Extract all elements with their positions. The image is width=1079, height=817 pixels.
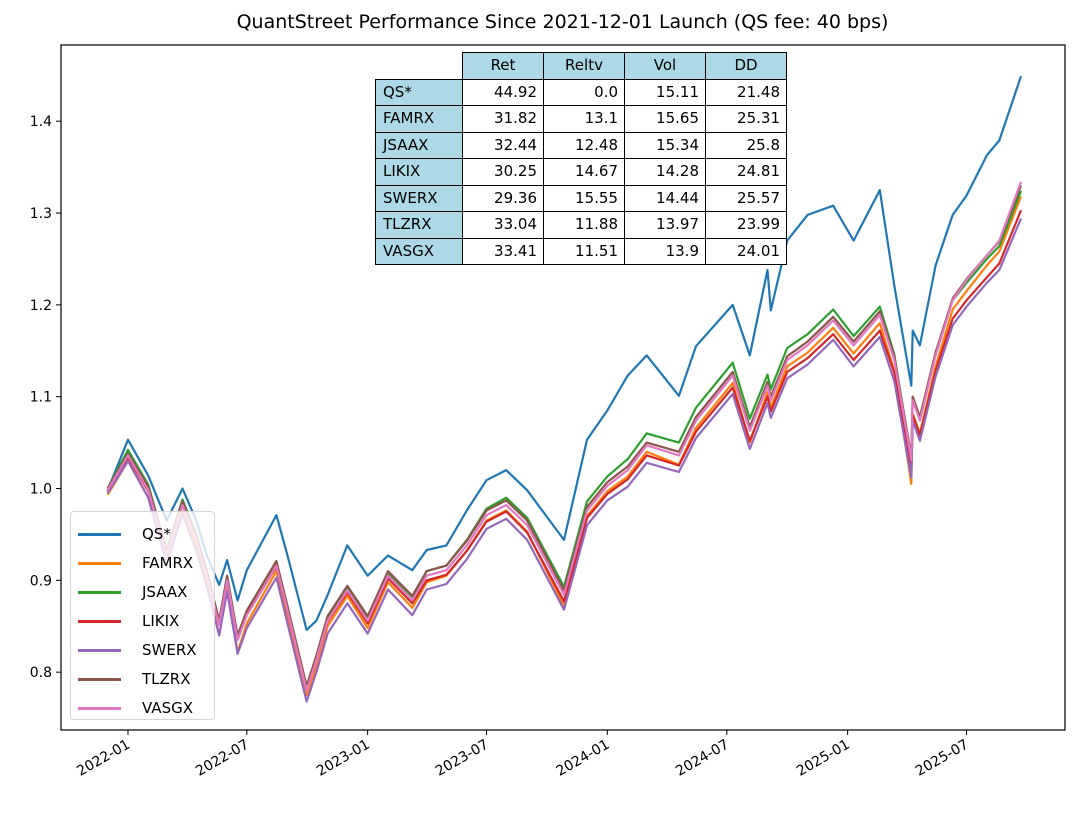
- x-tick-label: 2023-07: [433, 737, 492, 780]
- table-cell: 14.67: [543, 158, 625, 186]
- table-cell: 15.34: [624, 131, 706, 159]
- legend-label: LIKIX: [142, 612, 180, 630]
- y-tick-label: 1.2: [30, 298, 52, 314]
- y-axis: 0.8 0.9 1.0 1.1 1.2 1.3 1.4: [30, 114, 61, 681]
- column-header: Reltv: [543, 52, 625, 80]
- row-label: TLZRX: [375, 211, 463, 239]
- legend-label: FAMRX: [142, 554, 194, 572]
- table-row: VASGX 33.41 11.51 13.9 24.01: [375, 237, 787, 265]
- table-cell: 44.92: [462, 78, 544, 106]
- table-row: FAMRX 31.82 13.1 15.65 25.31: [375, 105, 787, 133]
- legend-item: VASGX: [71, 698, 193, 718]
- table-corner: [376, 53, 463, 80]
- table-cell: 14.28: [624, 158, 706, 186]
- table-cell: 14.44: [624, 184, 706, 212]
- table-cell: 15.55: [543, 184, 625, 212]
- y-tick-label: 1.0: [30, 482, 52, 498]
- table-cell: 21.48: [705, 78, 787, 106]
- row-label: SWERX: [375, 184, 463, 212]
- table-cell: 32.44: [462, 131, 544, 159]
- plot-frame: [60, 44, 1066, 731]
- table-cell: 15.11: [624, 78, 706, 106]
- legend-swatch: [78, 706, 121, 710]
- legend-item: QS*: [71, 524, 171, 544]
- legend-item: JSAAX: [71, 582, 187, 602]
- series-line-jsaax: [106, 190, 1023, 689]
- x-tick-label: 2022-07: [193, 737, 252, 780]
- table-cell: 11.88: [543, 211, 625, 239]
- table-cell: 13.1: [543, 105, 625, 133]
- legend-swatch: [78, 648, 121, 652]
- column-header: Ret: [462, 52, 544, 80]
- series-line-qs: [106, 75, 1023, 632]
- y-tick-label: 1.4: [30, 114, 52, 130]
- y-tick-label: 0.8: [30, 665, 52, 681]
- table-row: LIKIX 30.25 14.67 14.28 24.81: [375, 158, 787, 186]
- x-tick-label: 2025-07: [913, 737, 972, 780]
- y-tick-label: 1.1: [30, 390, 52, 406]
- table-cell: 24.81: [705, 158, 787, 186]
- row-label: QS*: [375, 78, 463, 106]
- row-label: LIKIX: [375, 158, 463, 186]
- table-cell: 29.36: [462, 184, 544, 212]
- table-cell: 31.82: [462, 105, 544, 133]
- legend-swatch: [78, 590, 121, 594]
- table-cell: 25.8: [705, 131, 787, 159]
- legend-item: LIKIX: [71, 611, 179, 631]
- table-cell: 24.01: [705, 237, 787, 265]
- legend-swatch: [78, 532, 121, 536]
- x-tick-label: 2024-01: [554, 737, 613, 780]
- x-tick-label: 2023-01: [314, 737, 373, 780]
- x-tick-label: 2025-01: [794, 737, 853, 780]
- table-cell: 25.57: [705, 184, 787, 212]
- series-line-vasgx: [106, 181, 1023, 692]
- table-row: QS* 44.92 0.0 15.11 21.48: [375, 78, 787, 106]
- legend-label: JSAAX: [142, 583, 188, 601]
- table-cell: 33.41: [462, 237, 544, 265]
- row-label: JSAAX: [375, 131, 463, 159]
- table-cell: 13.9: [624, 237, 706, 265]
- legend-swatch: [78, 619, 121, 623]
- legend-item: SWERX: [71, 640, 197, 660]
- table-cell: 30.25: [462, 158, 544, 186]
- table-cell: 13.97: [624, 211, 706, 239]
- table-cell: 15.65: [624, 105, 706, 133]
- table-cell: 25.31: [705, 105, 787, 133]
- y-tick-label: 0.9: [30, 573, 52, 589]
- row-label: VASGX: [375, 237, 463, 265]
- series-lines: [106, 75, 1023, 703]
- x-tick-label: 2022-01: [74, 737, 133, 780]
- table-row: JSAAX 32.44 12.48 15.34 25.8: [375, 131, 787, 159]
- x-tick-label: 2024-07: [673, 737, 732, 780]
- legend-label: SWERX: [142, 641, 197, 659]
- stats-table: Ret Reltv Vol DD QS* 44.92 0.0 15.11 21.48 FA…: [375, 52, 787, 265]
- column-header: Vol: [624, 52, 706, 80]
- row-label: FAMRX: [375, 105, 463, 133]
- column-header: DD: [705, 52, 787, 80]
- series-line-swerx: [106, 218, 1023, 703]
- legend-label: QS*: [142, 525, 171, 543]
- table-cell: 33.04: [462, 211, 544, 239]
- legend-item: FAMRX: [71, 553, 193, 573]
- legend-label: VASGX: [142, 699, 193, 717]
- table-cell: 11.51: [543, 237, 625, 265]
- legend: QS* FAMRX JSAAX LIKIX SWERX TLZRX VASGX: [70, 511, 215, 720]
- chart-title: QuantStreet Performance Since 2021-12-01…: [236, 11, 889, 33]
- legend-item: TLZRX: [71, 669, 191, 689]
- table-cell: 23.99: [705, 211, 787, 239]
- table-row: TLZRX 33.04 11.88 13.97 23.99: [375, 211, 787, 239]
- table-row: SWERX 29.36 15.55 14.44 25.57: [375, 184, 787, 212]
- table-header-row: Ret Reltv Vol DD: [376, 52, 787, 80]
- table-cell: 12.48: [543, 131, 625, 159]
- legend-label: TLZRX: [142, 670, 191, 688]
- y-tick-label: 1.3: [30, 206, 52, 222]
- table-cell: 0.0: [543, 78, 625, 106]
- legend-swatch: [78, 677, 121, 681]
- x-axis: 2022-01 2022-07 2023-01 2023-07 2024-01 2024-…: [74, 730, 972, 780]
- legend-swatch: [78, 561, 121, 565]
